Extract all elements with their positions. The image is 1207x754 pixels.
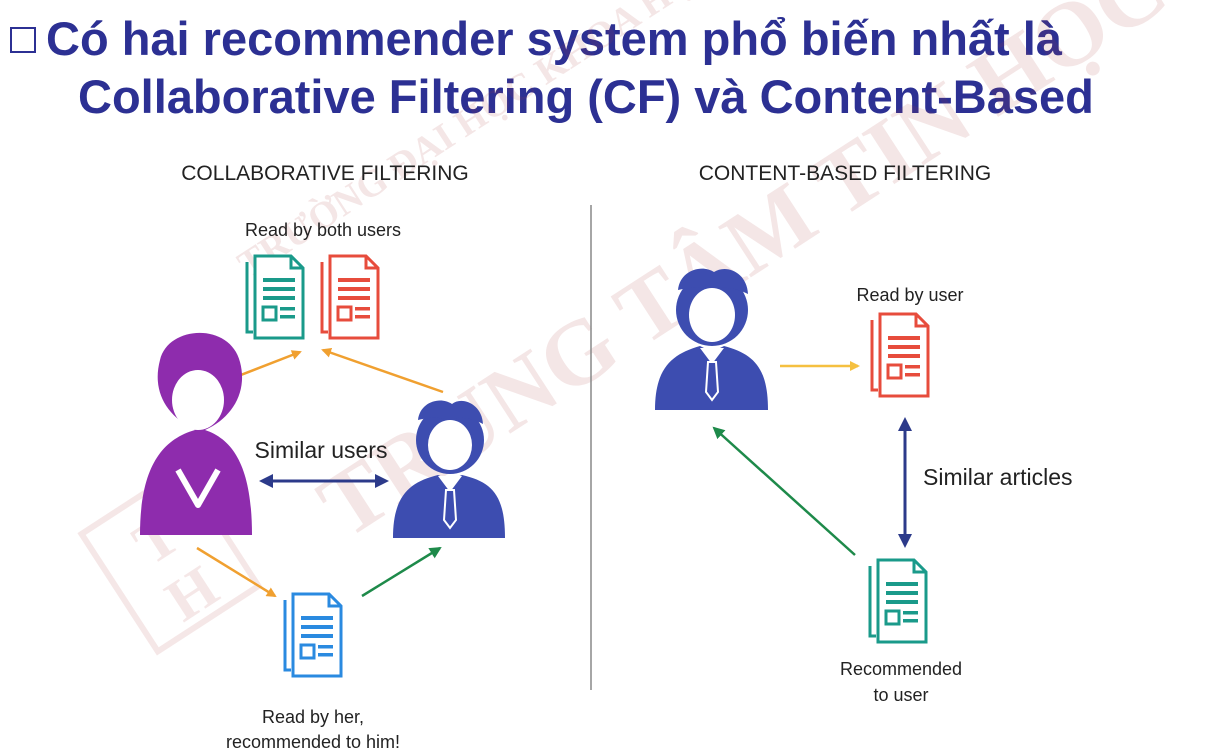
read-by-both-label: Read by both users: [245, 220, 401, 240]
collaborative-heading: COLLABORATIVE FILTERING: [181, 162, 468, 185]
her-to-recommended-arrow: [196, 546, 277, 598]
slide-title: Có hai recommender system phổ biến nhất …: [10, 10, 1200, 126]
user-icon: [655, 268, 768, 410]
title-line-2: Collaborative Filtering (CF) và Content-…: [78, 70, 1094, 123]
recommended-label-1: Recommended: [840, 659, 962, 679]
recommended-to-user-arrow: [712, 426, 856, 556]
recommended-to-him-arrow: [361, 546, 442, 598]
read-by-her-label-2: recommended to him!: [226, 732, 400, 752]
read-by-her-label-1: Read by her,: [262, 707, 364, 727]
checkbox-bullet-icon: [10, 27, 36, 53]
shared-article-red-icon: [320, 254, 380, 340]
male-user-icon: [393, 400, 505, 538]
similar-articles-label: Similar articles: [923, 464, 1073, 490]
read-by-user-label: Read by user: [856, 285, 963, 305]
title-line-1: Có hai recommender system phổ biến nhất …: [46, 12, 1062, 65]
female-user-icon: [140, 332, 252, 535]
content-based-heading: CONTENT-BASED FILTERING: [699, 162, 991, 185]
recommended-label-2: to user: [873, 685, 928, 705]
recommended-article-icon: [283, 592, 343, 678]
similar-users-label: Similar users: [255, 437, 388, 463]
him-to-shared-arrow: [321, 347, 444, 394]
recommended-article-teal-icon: [868, 558, 928, 644]
read-article-icon: [870, 312, 930, 398]
shared-article-teal-icon: [245, 254, 305, 340]
